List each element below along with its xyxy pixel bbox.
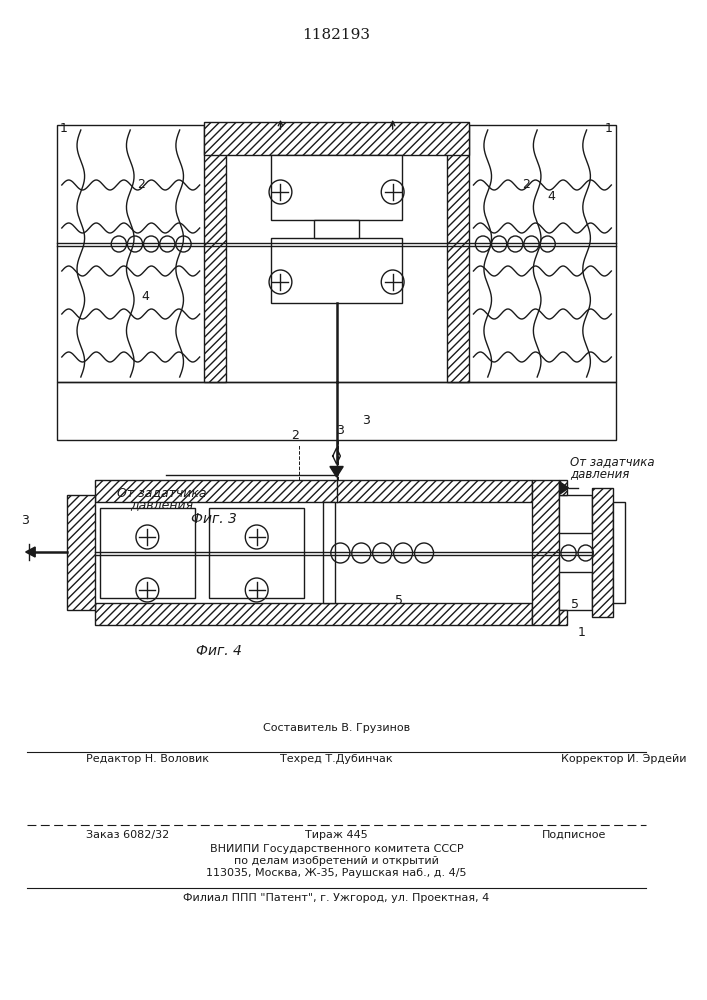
Bar [592, 488, 613, 617]
Bar [57, 125, 616, 382]
Text: От задатчика: От задатчика [571, 455, 655, 468]
Text: 5: 5 [571, 598, 579, 611]
Bar [95, 480, 532, 502]
Text: Филиал ППП "Патент", г. Ужгород, ул. Проектная, 4: Филиал ППП "Патент", г. Ужгород, ул. Про… [183, 893, 490, 903]
Text: ВНИИПИ Государственного комитета СССР: ВНИИПИ Государственного комитета СССР [210, 844, 463, 854]
Text: Составитель В. Грузинов: Составитель В. Грузинов [263, 723, 410, 733]
Bar [57, 382, 616, 440]
Text: 2: 2 [136, 178, 145, 192]
Text: 2: 2 [291, 429, 298, 442]
Text: 3: 3 [21, 514, 29, 526]
Text: От задатчика: От задатчика [117, 486, 206, 499]
Text: Фиг. 4: Фиг. 4 [196, 644, 242, 658]
Text: 113035, Москва, Ж-35, Раушская наб., д. 4/5: 113035, Москва, Ж-35, Раушская наб., д. … [206, 868, 467, 878]
Bar [204, 125, 226, 382]
Text: давления: давления [130, 498, 193, 511]
Bar [613, 502, 625, 603]
Bar [447, 125, 469, 382]
Text: Фиг. 3: Фиг. 3 [191, 512, 237, 526]
Polygon shape [560, 482, 568, 494]
Bar [323, 502, 334, 603]
Polygon shape [25, 547, 35, 557]
Bar [204, 122, 469, 155]
Text: 3: 3 [337, 424, 344, 437]
Polygon shape [330, 466, 343, 477]
Text: 5: 5 [395, 593, 403, 606]
Text: Тираж 445: Тираж 445 [305, 830, 368, 840]
Bar [209, 508, 304, 598]
Text: 2: 2 [522, 178, 530, 192]
Text: 1: 1 [60, 121, 68, 134]
Text: 4: 4 [141, 290, 149, 304]
Bar [271, 238, 402, 303]
Bar [532, 480, 559, 625]
Text: Техред Т.Дубинчак: Техред Т.Дубинчак [280, 754, 393, 764]
Text: по делам изобретений и открытий: по делам изобретений и открытий [234, 856, 439, 866]
Bar [314, 220, 359, 238]
Bar [559, 572, 592, 610]
Text: 3: 3 [362, 414, 370, 426]
Text: 1: 1 [578, 626, 586, 640]
Text: Подписное: Подписное [542, 830, 607, 840]
Bar [66, 495, 95, 610]
Bar [559, 480, 566, 495]
Bar [95, 603, 532, 625]
Bar [559, 495, 592, 533]
Text: Заказ 6082/32: Заказ 6082/32 [86, 830, 169, 840]
Text: 4: 4 [547, 190, 556, 204]
Text: Корректор И. Эрдейи: Корректор И. Эрдейи [561, 754, 686, 764]
Bar [100, 508, 195, 598]
Bar [271, 155, 402, 220]
Text: 1: 1 [604, 121, 612, 134]
Text: Редактор Н. Воловик: Редактор Н. Воловик [86, 754, 209, 764]
Text: 1182193: 1182193 [303, 28, 370, 42]
Bar [559, 610, 566, 625]
Text: давления: давления [571, 467, 630, 480]
